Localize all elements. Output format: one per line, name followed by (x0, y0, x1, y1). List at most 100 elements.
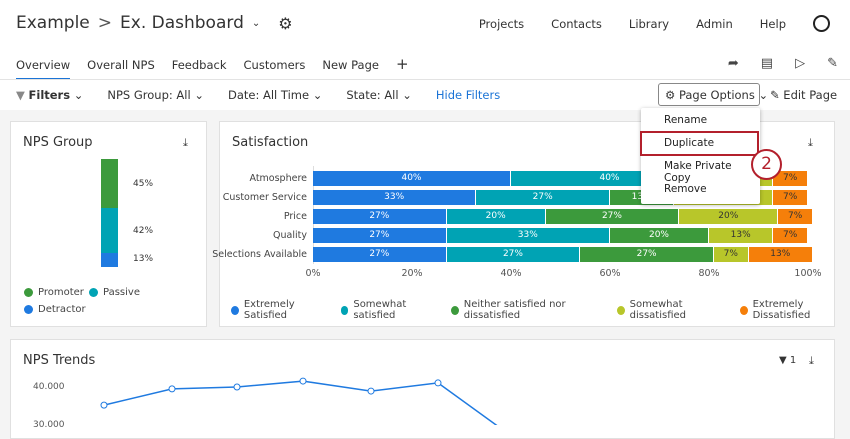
top-bar: Example > Ex. Dashboard ⌄ ⚙ Projects Con… (0, 0, 850, 110)
download-icon[interactable]: ⤓ (809, 354, 814, 367)
step-badge: 2 (751, 149, 782, 180)
hide-filters-link[interactable]: Hide Filters (435, 88, 501, 102)
filter-nps-group[interactable]: NPS Group: All ⌄ (107, 88, 204, 102)
legend-label: Promoter (38, 287, 84, 298)
bar-segment-detractor (101, 252, 118, 267)
legend-item: Promoter (24, 287, 84, 298)
menu-item-duplicate[interactable]: Duplicate (664, 137, 715, 149)
nav-contacts[interactable]: Contacts (551, 17, 602, 31)
filter-bar: ▼ Filters ⌄ NPS Group: All ⌄ Date: All T… (16, 88, 500, 102)
filter-icon: ▼ (16, 88, 25, 102)
bar-segment: 20% (610, 228, 709, 243)
edit-page-button[interactable]: ✎ Edit Page (770, 88, 837, 102)
page-tabs: Overview Overall NPS Feedback Customers … (16, 55, 409, 80)
bar-segment: 20% (446, 209, 546, 224)
card-title: Satisfaction (232, 135, 309, 150)
bar-segment-passive (101, 207, 118, 253)
legend-dot (616, 305, 625, 315)
legend-item: Detractor (24, 304, 86, 315)
card-title: NPS Group (23, 135, 93, 150)
filter-label: State: All (346, 88, 399, 102)
nav-admin[interactable]: Admin (696, 17, 733, 31)
legend-item: Somewhat satisfied (340, 299, 439, 321)
download-icon[interactable]: ⤓ (808, 136, 813, 149)
nav-help[interactable]: Help (759, 17, 786, 31)
legend-label: Extremely Dissatisfied (752, 299, 811, 321)
bar-segment: 27% (545, 209, 680, 224)
breadcrumb-separator: > (97, 13, 113, 33)
bar-segment: 27% (580, 247, 714, 262)
breadcrumb-project[interactable]: Example (16, 13, 90, 33)
filters-toggle[interactable]: ▼ Filters ⌄ (16, 88, 84, 102)
menu-item-remove[interactable]: Remove (664, 183, 707, 195)
duplicate-highlight (640, 131, 759, 156)
page-options-button[interactable]: ⚙ Page Options ⌄ (658, 83, 768, 106)
share-icon[interactable]: ➦ (727, 56, 739, 71)
nps-stacked-bar (101, 159, 118, 267)
present-icon[interactable]: ▷ (795, 56, 806, 71)
tab-new-page[interactable]: New Page (322, 58, 379, 72)
nav-projects[interactable]: Projects (478, 17, 525, 31)
filter-icon: ▼ (779, 355, 787, 366)
legend-label: Somewhat satisfied (353, 299, 407, 321)
y-tick-label: 30.000 (33, 420, 65, 430)
legend-label: Passive (103, 287, 140, 298)
add-page-icon[interactable]: + (395, 55, 409, 73)
filter-count-label: 1 (789, 355, 797, 366)
nps-group-card: NPS Group ⤓ 45% 42% 13% Promoter Passive… (10, 121, 207, 327)
bar-segment: 7% (778, 209, 813, 224)
legend-dot (24, 288, 33, 297)
category-label: Selections Available (212, 249, 307, 260)
menu-item-rename[interactable]: Rename (664, 114, 708, 126)
x-tick-label: 100% (794, 268, 822, 279)
legend-label: Detractor (38, 304, 86, 315)
category-label: Atmosphere (249, 173, 307, 184)
gear-icon[interactable]: ⚙ (278, 13, 293, 33)
paint-icon[interactable]: ✎ (827, 56, 838, 71)
legend-dot (24, 305, 33, 314)
bar-segment: 7% (713, 247, 749, 262)
filter-date[interactable]: Date: All Time ⌄ (227, 88, 323, 102)
tab-overview[interactable]: Overview (16, 58, 71, 80)
bar-segment: 27% (313, 228, 447, 243)
export-icon[interactable]: ▤ (760, 56, 774, 71)
bar-segment: 27% (476, 190, 610, 205)
filter-state[interactable]: State: All ⌄ (346, 88, 412, 102)
dashboard-title[interactable]: Ex. Dashboard (120, 13, 244, 33)
x-tick-label: 80% (698, 268, 720, 279)
gear-icon: ⚙ (665, 88, 676, 102)
download-icon[interactable]: ⤓ (183, 136, 188, 149)
x-tick-label: 40% (500, 268, 522, 279)
tab-customers[interactable]: Customers (243, 58, 306, 72)
bar-segment: 7% (773, 190, 808, 205)
filters-label: Filters (28, 88, 71, 102)
legend-item: Extremely Dissatisfied (739, 299, 850, 321)
chevron-down-icon[interactable]: ⌄ (251, 17, 261, 29)
legend-item: Extremely Satisfied (231, 299, 329, 321)
divider (0, 79, 850, 80)
bar-segment: 27% (313, 209, 447, 224)
category-label: Customer Service (222, 192, 307, 203)
data-label: 45% (133, 179, 154, 189)
legend-dot (340, 305, 349, 315)
bar-segment: 33% (313, 190, 477, 205)
bar-segment: 20% (679, 209, 779, 224)
menu-item-make-private-copy[interactable]: Make Private Copy (664, 160, 732, 184)
tab-overall-nps[interactable]: Overall NPS (87, 58, 155, 72)
legend-label: Extremely Satisfied (243, 299, 295, 321)
legend-dot (739, 305, 748, 315)
nav-library[interactable]: Library (628, 17, 670, 31)
bar-segment: 7% (773, 228, 808, 243)
legend-label: Somewhat dissatisfied (629, 299, 687, 321)
bar-segment: 13% (748, 247, 813, 262)
pencil-icon: ✎ (770, 88, 780, 102)
nps-trends-card: NPS Trends ▼ 1 ⤓ 40.000 30.000 (10, 339, 835, 439)
edit-page-label: Edit Page (783, 88, 838, 102)
filter-count[interactable]: ▼ 1 (779, 355, 796, 366)
user-avatar-icon[interactable] (813, 15, 830, 32)
tab-feedback[interactable]: Feedback (171, 58, 227, 72)
data-label: 13% (133, 254, 154, 264)
x-tick-label: 20% (401, 268, 423, 279)
bar-segment: 27% (313, 247, 447, 262)
breadcrumb: Example > Ex. Dashboard ⌄ ⚙ (16, 13, 293, 33)
